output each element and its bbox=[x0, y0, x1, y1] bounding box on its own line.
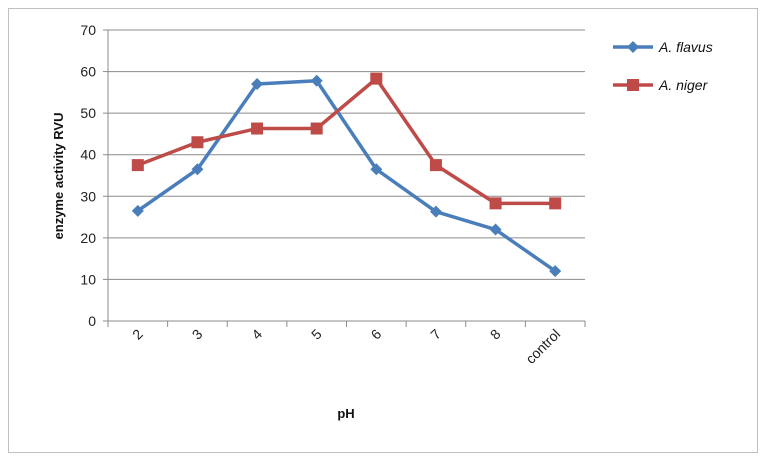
x-tick-label: 6 bbox=[368, 326, 385, 343]
data-point bbox=[489, 223, 502, 236]
y-tick-label: 70 bbox=[80, 22, 96, 38]
series-line bbox=[136, 78, 557, 273]
x-tick-label: 4 bbox=[248, 326, 265, 343]
data-point bbox=[131, 204, 144, 217]
data-point bbox=[251, 122, 264, 135]
data-point bbox=[310, 74, 323, 87]
data-point bbox=[310, 122, 323, 135]
data-point bbox=[131, 159, 144, 172]
data-point bbox=[191, 163, 204, 176]
data-point bbox=[370, 163, 383, 176]
legend-label: A. flavus bbox=[658, 39, 713, 55]
x-tick-label: 7 bbox=[427, 326, 444, 343]
series-a-niger bbox=[131, 72, 562, 210]
y-tick-label: 50 bbox=[80, 105, 96, 121]
data-point bbox=[370, 72, 383, 85]
x-tick-label: control bbox=[522, 326, 563, 367]
x-tick-label: 8 bbox=[487, 326, 504, 343]
series-line bbox=[137, 76, 556, 206]
y-tick-label: 40 bbox=[80, 147, 96, 163]
x-tick-label: 3 bbox=[189, 326, 206, 343]
y-tick-label: 0 bbox=[88, 313, 96, 329]
legend-item: A. niger bbox=[613, 77, 709, 93]
data-point bbox=[549, 265, 562, 278]
y-axis-ticks: 0 10 20 30 40 50 60 70 bbox=[80, 22, 108, 329]
legend-marker bbox=[627, 41, 639, 53]
legend-item: A. flavus bbox=[613, 39, 713, 55]
y-tick-label: 30 bbox=[80, 188, 96, 204]
legend-marker bbox=[627, 79, 639, 91]
x-axis-title: pH bbox=[337, 406, 354, 421]
series-layer bbox=[131, 72, 562, 278]
legend-label: A. niger bbox=[658, 77, 709, 93]
data-point bbox=[549, 197, 562, 210]
y-tick-label: 20 bbox=[80, 230, 96, 246]
data-point bbox=[429, 159, 442, 172]
data-point bbox=[429, 205, 442, 218]
legend: A. flavus A. niger bbox=[613, 39, 713, 93]
y-axis-title: enzyme activity RVU bbox=[51, 113, 66, 240]
series-a-flavus bbox=[131, 74, 562, 278]
x-axis: 2 3 4 5 6 7 8 control bbox=[107, 30, 586, 367]
y-tick-label: 60 bbox=[80, 64, 96, 80]
data-point bbox=[251, 78, 264, 91]
data-point bbox=[489, 197, 502, 210]
x-tick-label: 5 bbox=[308, 326, 325, 343]
y-tick-label: 10 bbox=[80, 271, 96, 287]
data-point bbox=[191, 136, 204, 149]
x-tick-label: 2 bbox=[129, 326, 146, 343]
